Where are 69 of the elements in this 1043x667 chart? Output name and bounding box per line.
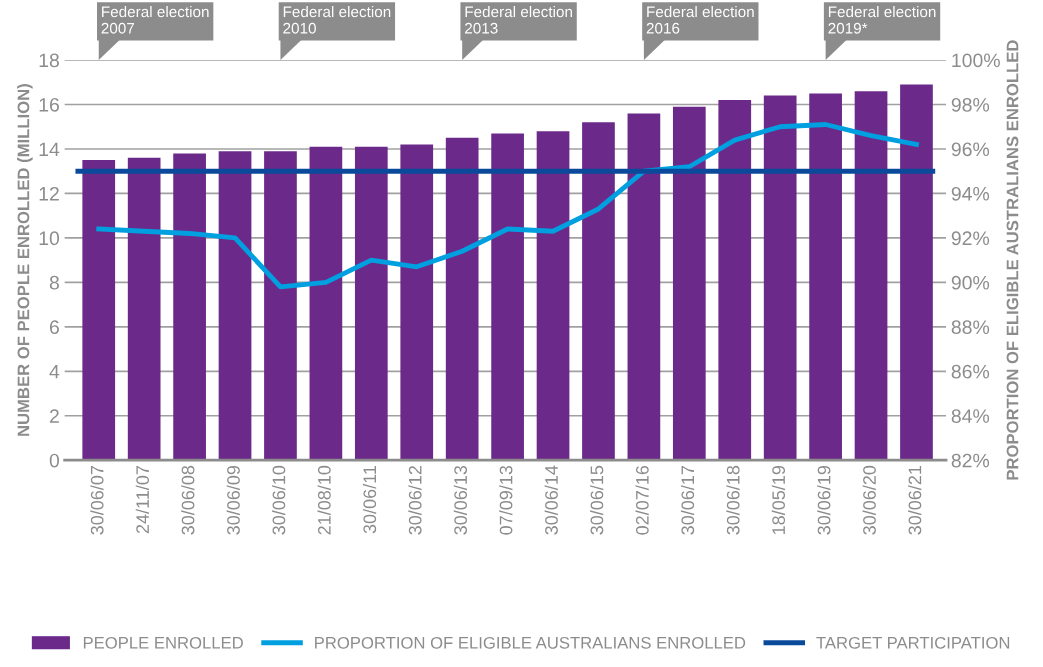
text: Federal election 2016 [646,5,754,34]
bar [809,93,842,461]
text: Federal election 2013 [465,5,572,34]
x-tick-label: 30/06/21 [908,465,922,535]
bar [264,151,297,461]
x-tick-label: 30/06/19 [817,465,831,535]
y2-tick-label: 96% [951,142,990,157]
x-tick-label: 02/07/16 [635,465,649,535]
y2-tick-label: 100% [952,53,1000,68]
x-tick-label: 30/06/10 [272,465,286,535]
text: Federal election 2007 [101,5,209,34]
legend-label: TARGET PARTICIPATION [816,636,1010,649]
x-tick-label: 30/06/12 [408,465,422,535]
bar [309,146,343,461]
bar [127,157,161,461]
bar [627,113,661,461]
bar [900,84,933,461]
y2-axis-title: PROPORTION OF ELIGIBLE AUSTRALIANS ENROLLED [1006,40,1019,480]
bar [854,91,888,461]
y2-tick-label: 86% [951,364,990,379]
y-axis-title: NUMBER OF PEOPLE ENROLLED (MILLION) [17,84,33,436]
x-tick-label: 21/08/10 [317,465,331,535]
bar [218,151,252,461]
y-tick-label: 4 [49,364,60,379]
y2-tick-label: 94% [951,186,990,201]
bar [354,146,388,461]
y-tick-label: 18 [39,53,59,68]
y-tick-label: 14 [39,142,60,157]
bar [445,137,479,461]
bar [582,122,615,461]
line-series [96,122,919,290]
x-tick-label: 18/05/19 [771,465,786,534]
bar [400,144,434,461]
bar [82,160,116,461]
text: Federal election 2019* [828,5,936,34]
bar [173,153,206,461]
y-tick-label: 12 [39,186,59,201]
x-tick-label: 30/06/08 [181,465,195,535]
y-tick-label: 16 [39,97,59,112]
x-tick-label: 30/06/18 [726,465,740,535]
legend-label: PROPORTION OF ELIGIBLE AUSTRALIANS ENROLLED [315,636,746,649]
bar [763,95,797,461]
x-tick-label: 30/06/17 [680,465,695,535]
y2-tick-label: 88% [951,320,990,335]
y-tick-label: 8 [49,275,59,290]
bar [536,131,570,461]
y-tick-label: 10 [39,231,60,246]
y2-tick-label: 82% [951,453,990,468]
x-tick-label: 30/06/13 [453,465,468,535]
x-tick-label: 30/06/20 [862,465,876,535]
x-tick-label: 30/06/14 [544,465,558,535]
x-tick-label: 30/06/09 [226,465,240,535]
bar [672,106,706,461]
x-tick-label: 30/06/11 [362,465,377,534]
y2-tick-label: 98% [951,97,990,112]
y-tick-label: 6 [49,320,59,335]
x-tick-label: 30/06/15 [590,465,604,535]
x-tick-label: 24/11/07 [135,465,150,534]
y-tick-label: 2 [49,409,59,423]
x-tick-label: 30/06/07 [90,465,104,535]
bar [718,100,752,461]
legend-label: PEOPLE ENROLLED [83,636,243,649]
y2-tick-label: 84% [951,409,990,423]
y2-tick-label: 90% [951,275,990,290]
y-tick-label: 0 [49,453,60,468]
x-tick-label: 07/09/13 [499,465,513,535]
bar [491,133,524,461]
text: Federal election 2010 [283,5,391,34]
y2-tick-label: 92% [951,231,990,246]
